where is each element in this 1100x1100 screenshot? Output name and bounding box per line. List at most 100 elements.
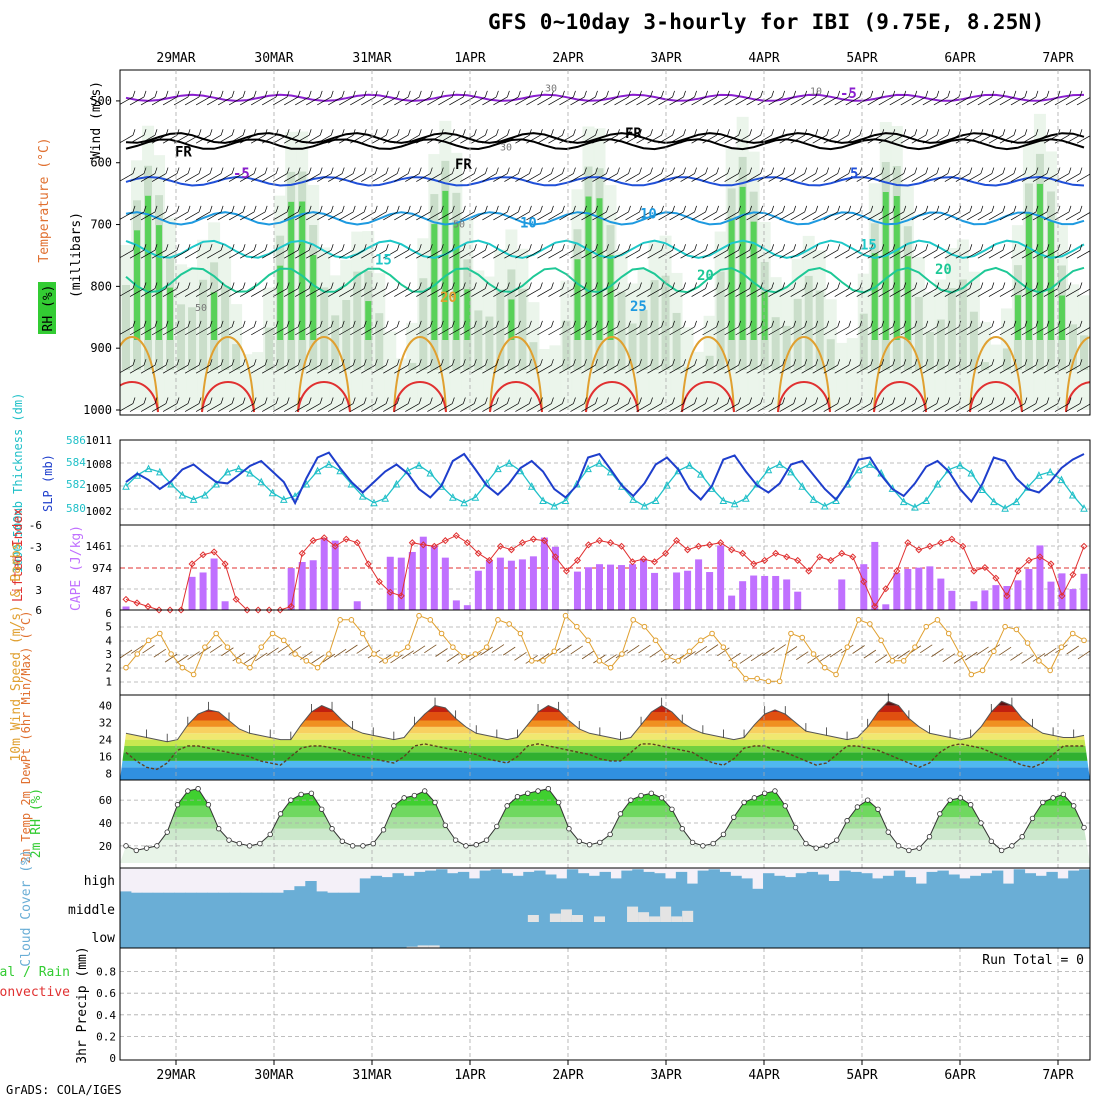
cloud-low-fill	[340, 922, 352, 948]
wind-speed-marker	[821, 664, 828, 671]
wind-barb	[317, 288, 332, 297]
wind-barb	[515, 134, 530, 144]
cloud-middle-fill	[946, 894, 959, 922]
thickness-marker	[854, 465, 863, 474]
wind-barb-feather	[837, 320, 841, 327]
cloud-high-bar	[196, 892, 208, 894]
wind-barb	[471, 288, 486, 297]
wind-barb	[493, 326, 508, 336]
wind-barb	[1010, 364, 1026, 374]
cloud-low-fill	[627, 922, 639, 948]
wind-barb-feather	[793, 205, 797, 213]
wind-barb	[140, 96, 156, 106]
cloud-low-fill	[638, 922, 650, 948]
wind-barb	[416, 173, 431, 182]
wind-barb-feather	[1046, 90, 1050, 98]
wind-barb	[140, 288, 156, 297]
lifted-index-marker	[265, 606, 273, 614]
wind-barb	[493, 173, 508, 182]
surface-wind-barb	[480, 646, 493, 656]
wind-barb-feather	[727, 205, 730, 213]
rh-shading-moist	[1058, 295, 1065, 340]
wind-barb-feather	[286, 397, 290, 404]
wind-barb	[834, 134, 849, 144]
wind-barb-feather	[859, 320, 863, 327]
thickness-marker	[809, 495, 818, 503]
surface-wind-barb	[829, 648, 843, 658]
wind-barb	[515, 173, 530, 182]
cloud-high-bar	[566, 869, 579, 894]
rh-marker	[133, 847, 140, 854]
wind-speed-marker	[179, 664, 186, 671]
wind-barb	[537, 173, 552, 182]
wind-barb	[680, 134, 695, 144]
lifted-index-marker	[981, 563, 989, 572]
wind-barb-feather	[286, 244, 290, 251]
wind-barb-feather	[595, 244, 598, 251]
lifted-tick-label: 6	[35, 604, 42, 617]
wind-barb-feather	[1046, 320, 1050, 327]
slp-axis-label: SLP (mb)	[41, 454, 55, 512]
wind-barb	[140, 134, 156, 144]
wind-barb	[801, 326, 816, 336]
cloud-middle-fill	[582, 894, 595, 922]
wind-barb-feather	[187, 129, 191, 136]
cloud-middle-fill	[560, 894, 573, 922]
wind-barb	[383, 403, 398, 412]
cloud-middle-fill	[616, 894, 628, 922]
wind-barb-feather	[639, 359, 642, 366]
wind-barb	[261, 326, 277, 336]
wind-barb-feather	[352, 90, 356, 98]
cloud-middle-fill	[1067, 894, 1080, 922]
wind-barb-feather	[286, 205, 290, 213]
lifted-index-marker	[463, 539, 471, 547]
wind-barb	[272, 364, 288, 374]
wind-barb	[757, 173, 772, 182]
rh-marker	[586, 842, 593, 848]
wind-barb	[372, 364, 387, 374]
wind-barb-feather	[209, 244, 213, 251]
wind-barb-feather	[903, 244, 907, 251]
isotherm-label: FR	[455, 157, 472, 173]
wind-barb	[768, 403, 783, 412]
wind-barb	[614, 96, 629, 106]
wind-speed-marker	[788, 630, 794, 637]
wind-barb	[1032, 134, 1048, 144]
surface-wind-barb	[1043, 647, 1057, 657]
wind-barb-feather	[220, 129, 224, 136]
wind-barb	[1054, 134, 1070, 144]
wind-barb	[482, 173, 497, 182]
wind-barb-feather	[452, 167, 455, 174]
cloud-low-fill	[1045, 922, 1058, 948]
wind-barb-feather	[661, 244, 664, 251]
wind-speed-marker	[551, 648, 558, 655]
wind-barb-feather	[319, 205, 323, 213]
wind-barb	[790, 173, 805, 182]
wind-barb	[581, 403, 596, 412]
top-day-label: 7APR	[1042, 51, 1073, 66]
rh-marker	[731, 814, 737, 820]
wind-barb	[735, 249, 750, 259]
wind-barb-feather	[991, 320, 995, 327]
surface-wind-barb	[953, 655, 967, 664]
rh-shading-mid	[661, 275, 670, 370]
cloud-high-bar	[414, 871, 426, 894]
wind-barb-feather	[1013, 129, 1017, 136]
wind-barb	[361, 403, 376, 412]
wind-barb-feather	[529, 359, 532, 366]
cloud-high-bar	[545, 874, 557, 894]
precip-convective-label: Convective	[0, 985, 70, 1000]
cloud-middle-fill	[428, 894, 441, 922]
wind-barb	[691, 364, 706, 374]
wind-barb-feather	[947, 282, 951, 289]
lifted-index-marker	[243, 606, 251, 614]
rh-shading-mid	[672, 312, 681, 370]
wind-barb	[834, 249, 849, 259]
cape-bar	[937, 578, 945, 610]
surface-wind-barb	[243, 655, 257, 664]
wind-barb	[515, 364, 530, 374]
cloud-high-bar	[239, 892, 252, 894]
wind-barb-feather	[1013, 282, 1017, 289]
wind-barb	[603, 96, 618, 106]
